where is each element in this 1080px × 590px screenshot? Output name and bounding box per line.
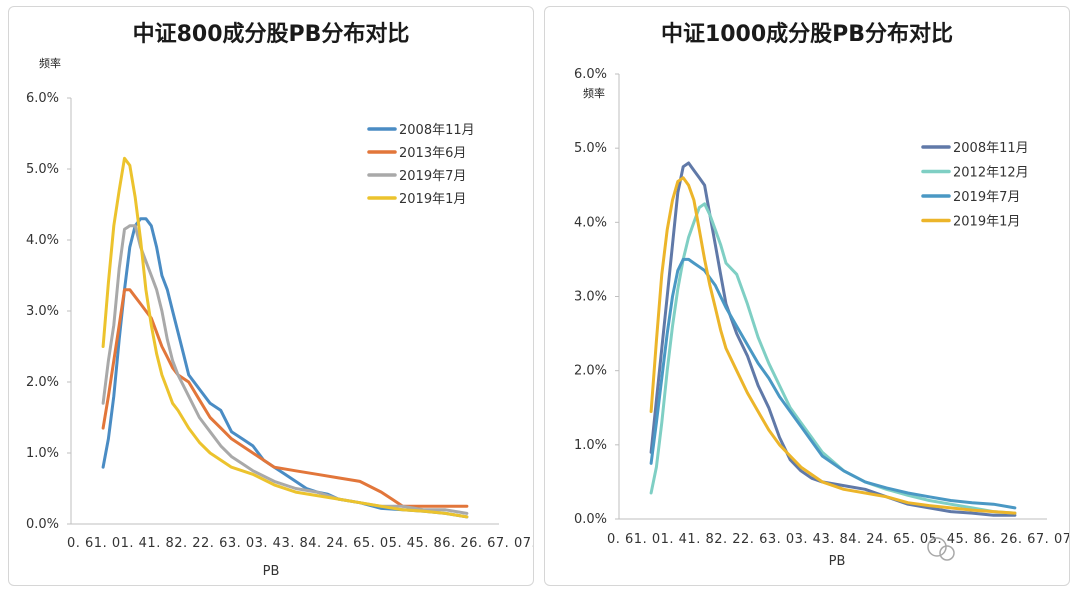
series-line xyxy=(101,156,469,519)
x-tick-labels: 0. 61. 01. 41. 82. 22. 63. 03. 43. 84. 2… xyxy=(607,532,1069,547)
legend-label: 2019年7月 xyxy=(399,169,466,184)
series-line xyxy=(101,217,469,519)
y-tick-label: 2.0% xyxy=(574,364,607,379)
y-tick-label: 6.0% xyxy=(574,67,607,82)
y-tick-label: 1.0% xyxy=(574,438,607,453)
y-tick-label: 0.0% xyxy=(26,517,59,532)
legend-label: 2019年7月 xyxy=(953,190,1020,205)
y-tick-label: 3.0% xyxy=(574,290,607,305)
chart-title: 中证800成分股PB分布对比 xyxy=(133,21,410,47)
y-tick-label: 5.0% xyxy=(26,162,59,177)
y-tick-label: 0.0% xyxy=(574,512,607,527)
y-tick-label: 5.0% xyxy=(574,141,607,156)
series-line xyxy=(649,176,1017,515)
x-axis-label: PB xyxy=(829,554,846,569)
series-line xyxy=(649,257,1017,510)
wechat-icon-bubble xyxy=(939,545,955,561)
right-chart-panel: 中证1000成分股PB分布对比 频率 PB 0. 61. 01. 41. 82.… xyxy=(544,6,1070,586)
y-tick-label: 4.0% xyxy=(574,215,607,230)
y-tick-label: 3.0% xyxy=(26,304,59,319)
wechat-icon xyxy=(927,537,947,557)
series-line xyxy=(101,288,469,508)
legend-label: 2019年1月 xyxy=(399,192,466,207)
right-chart-svg: 中证1000成分股PB分布对比 频率 PB 0. 61. 01. 41. 82.… xyxy=(574,21,1069,569)
watermark xyxy=(927,537,955,561)
chart-title: 中证1000成分股PB分布对比 xyxy=(661,21,953,47)
legend-label: 2008年11月 xyxy=(399,123,475,138)
legend-label: 2008年11月 xyxy=(953,141,1029,156)
x-tick-labels: 0. 61. 01. 41. 82. 22. 63. 03. 43. 84. 2… xyxy=(67,536,533,551)
y-tick-label: 6.0% xyxy=(26,91,59,106)
y-tick-label: 2.0% xyxy=(26,375,59,390)
legend-label: 2019年1月 xyxy=(953,215,1020,230)
left-chart-svg: 中证800成分股PB分布对比 频率 PB 0. 61. 01. 41. 82. … xyxy=(26,21,533,579)
series-line xyxy=(649,202,1017,515)
left-chart-panel: 中证800成分股PB分布对比 频率 PB 0. 61. 01. 41. 82. … xyxy=(8,6,534,586)
legend-label: 2012年12月 xyxy=(953,166,1029,181)
x-axis-label: PB xyxy=(263,564,280,579)
y-axis-label: 频率 xyxy=(39,56,61,70)
legend-label: 2013年6月 xyxy=(399,146,466,161)
y-tick-label: 4.0% xyxy=(26,233,59,248)
y-tick-label: 1.0% xyxy=(26,446,59,461)
y-axis-label: 频率 xyxy=(583,86,605,100)
